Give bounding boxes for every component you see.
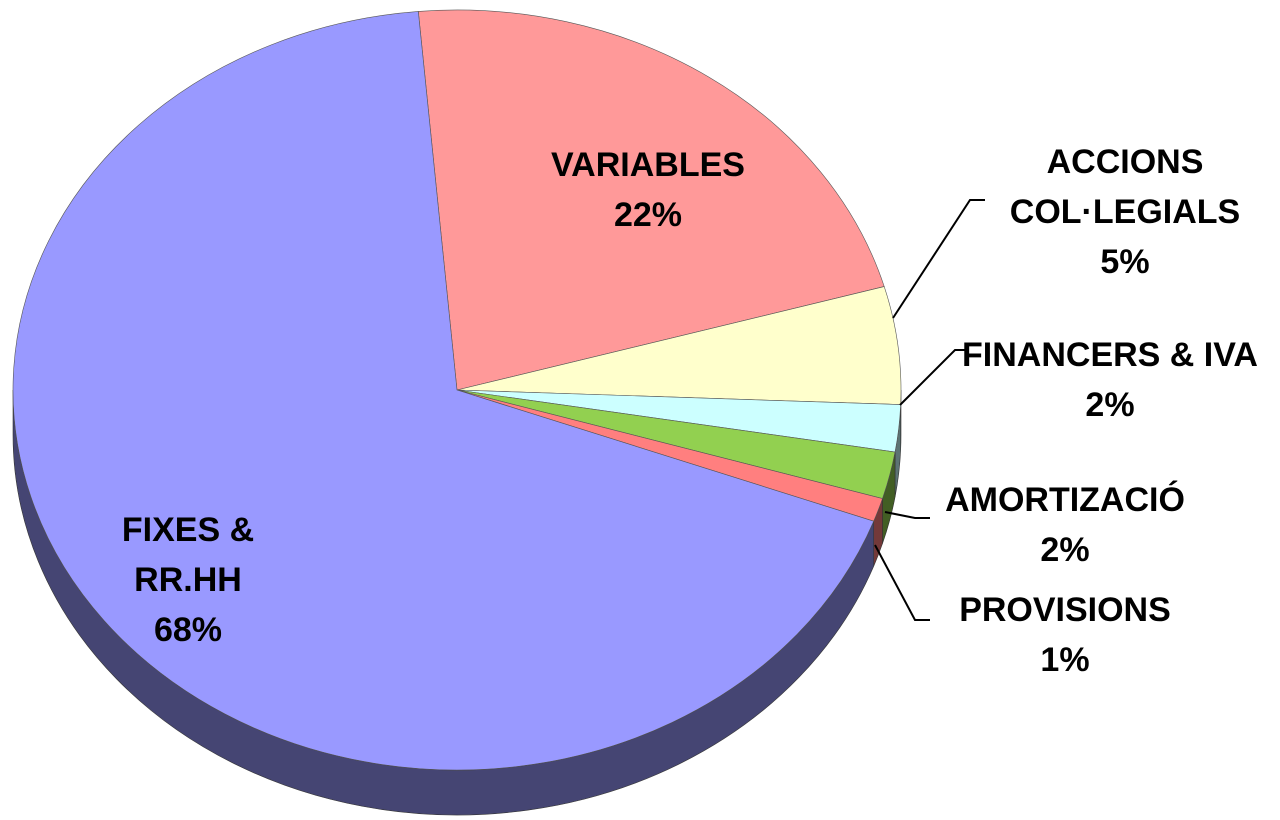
value-label: 5%	[1100, 243, 1150, 281]
value-label: 68%	[153, 611, 223, 649]
data-label: AMORTIZACIÓ 2%	[905, 475, 1225, 575]
leader-line	[892, 199, 985, 319]
category-label: PROVISIONS	[959, 591, 1171, 629]
slices	[12, 9, 902, 816]
value-label: 1%	[1040, 641, 1090, 679]
slice	[417, 9, 885, 391]
category-label: AMORTIZACIÓ	[945, 481, 1185, 519]
value-label: 2%	[1085, 386, 1135, 424]
data-label: FIXES & RR.HH 68%	[88, 505, 288, 655]
category-label: ACCIONS COL·LEGIALS	[1009, 143, 1241, 231]
value-label: 2%	[1040, 531, 1090, 569]
data-label: VARIABLES 22%	[498, 140, 798, 240]
data-label: ACCIONS COL·LEGIALS 5%	[975, 137, 1275, 287]
slice	[12, 11, 875, 771]
data-label: PROVISIONS 1%	[915, 585, 1215, 685]
category-label: FINANCERS & IVA	[962, 336, 1258, 374]
leader-line	[899, 349, 968, 406]
leader-line	[884, 511, 930, 519]
data-label: FINANCERS & IVA 2%	[955, 330, 1265, 430]
category-label: VARIABLES	[551, 146, 745, 184]
category-label: FIXES & RR.HH	[121, 511, 255, 599]
leader-line	[874, 544, 930, 621]
value-label: 22%	[613, 196, 683, 234]
